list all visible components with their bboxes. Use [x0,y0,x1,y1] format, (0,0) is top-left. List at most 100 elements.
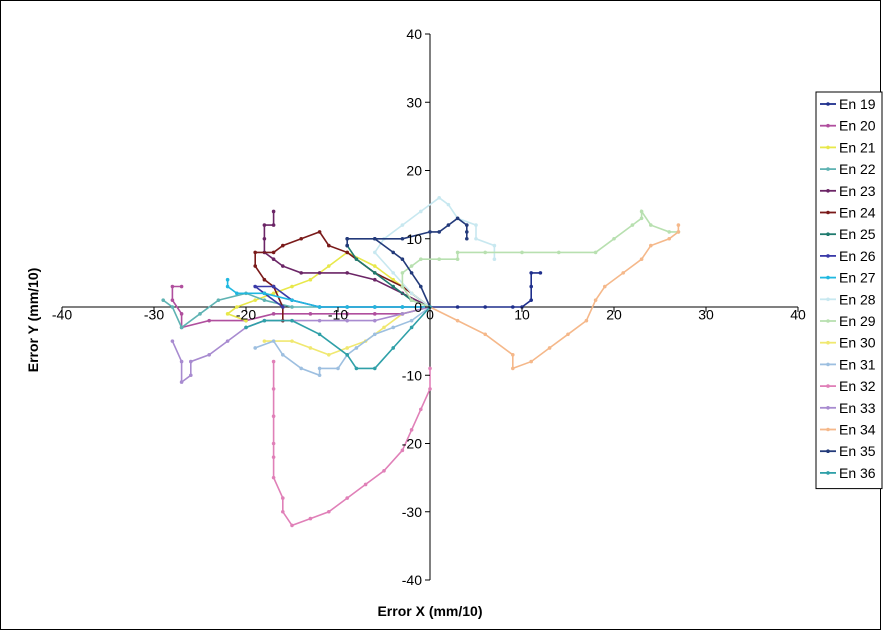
data-point [400,271,405,275]
data-point [529,359,533,364]
data-point [189,359,193,364]
data-point [409,298,414,302]
data-point [281,305,285,309]
data-point [253,284,257,289]
data-point [400,223,405,227]
data-point [189,373,193,378]
data-point [271,441,276,446]
legend-marker [826,319,830,323]
data-point [253,298,257,302]
data-point [225,284,230,289]
series-line [226,279,430,308]
series-line [245,306,431,370]
data-point [271,475,276,480]
data-point [299,236,304,241]
data-point [419,284,423,289]
data-point [483,305,488,309]
legend-marker [826,449,830,454]
data-point [345,346,350,350]
data-point [299,366,304,371]
data-point [547,346,552,350]
legend-label: En 22 [839,161,876,177]
data-point [271,339,276,343]
data-point [179,325,184,330]
data-point [630,223,635,227]
data-point [235,291,239,296]
series-en-27 [225,277,432,309]
data-point [483,250,488,255]
data-point [345,352,350,357]
legend-box [815,91,883,490]
legend-label: En 21 [839,139,876,155]
data-point [391,250,396,255]
data-point [400,257,405,262]
data-point [428,366,432,371]
data-point [225,277,230,282]
series-en-31 [253,305,432,378]
legend-marker [826,275,830,280]
data-point [244,325,248,330]
legend-marker [826,145,830,150]
data-point [612,236,616,241]
x-tick-label: -30 [144,306,164,322]
data-point [253,250,257,255]
data-point [308,516,313,521]
data-point [363,482,368,487]
data-point [308,277,313,282]
series-en-19 [428,271,543,309]
data-point [465,230,469,234]
x-tick-label: 40 [790,306,806,322]
data-point [446,223,451,227]
legend-label: En 34 [839,422,876,438]
data-point [465,236,469,241]
legend-marker [826,167,830,171]
series-en-34 [428,223,681,371]
legend-label: En 32 [839,378,876,394]
data-point [373,332,377,337]
data-point [271,209,276,214]
data-point [373,271,377,275]
data-point [345,496,350,500]
data-point [244,318,248,323]
data-point [373,312,377,316]
data-point [308,312,313,316]
data-point [557,250,561,255]
legend-label: En 23 [839,183,876,199]
data-point [290,318,294,323]
data-point [308,346,313,350]
data-point [492,257,497,262]
data-point [409,428,414,432]
data-point [391,346,396,350]
legend-label: En 35 [839,443,876,459]
data-point [179,359,184,364]
data-point [271,387,276,391]
legend-marker [826,427,830,432]
data-point [354,257,359,262]
data-point [409,318,414,323]
legend-label: En 19 [839,96,876,112]
data-point [290,305,294,309]
series-line [429,225,680,370]
legend-marker [826,384,830,388]
legend-marker [826,362,830,367]
data-point [649,243,653,248]
ticks-layer: -40 -30 -20 -10 0 10 20 30 40 -40 -30 -20 -10 10 20 30 4… [52,26,806,588]
y-tick-label: -20 [402,436,422,452]
series-layer [161,196,681,528]
series-line [373,196,496,308]
x-tick-label: 10 [514,306,530,322]
data-point [317,318,322,323]
legend-label: En 30 [839,335,876,351]
data-point [345,312,350,316]
data-point [327,352,331,357]
data-point [621,271,625,275]
legend-marker [826,123,830,128]
data-point [639,257,644,262]
data-point [676,230,681,234]
data-point [290,523,294,528]
data-point [225,339,230,343]
data-point [382,469,386,473]
series-en-28 [373,196,497,309]
data-point [474,223,478,227]
